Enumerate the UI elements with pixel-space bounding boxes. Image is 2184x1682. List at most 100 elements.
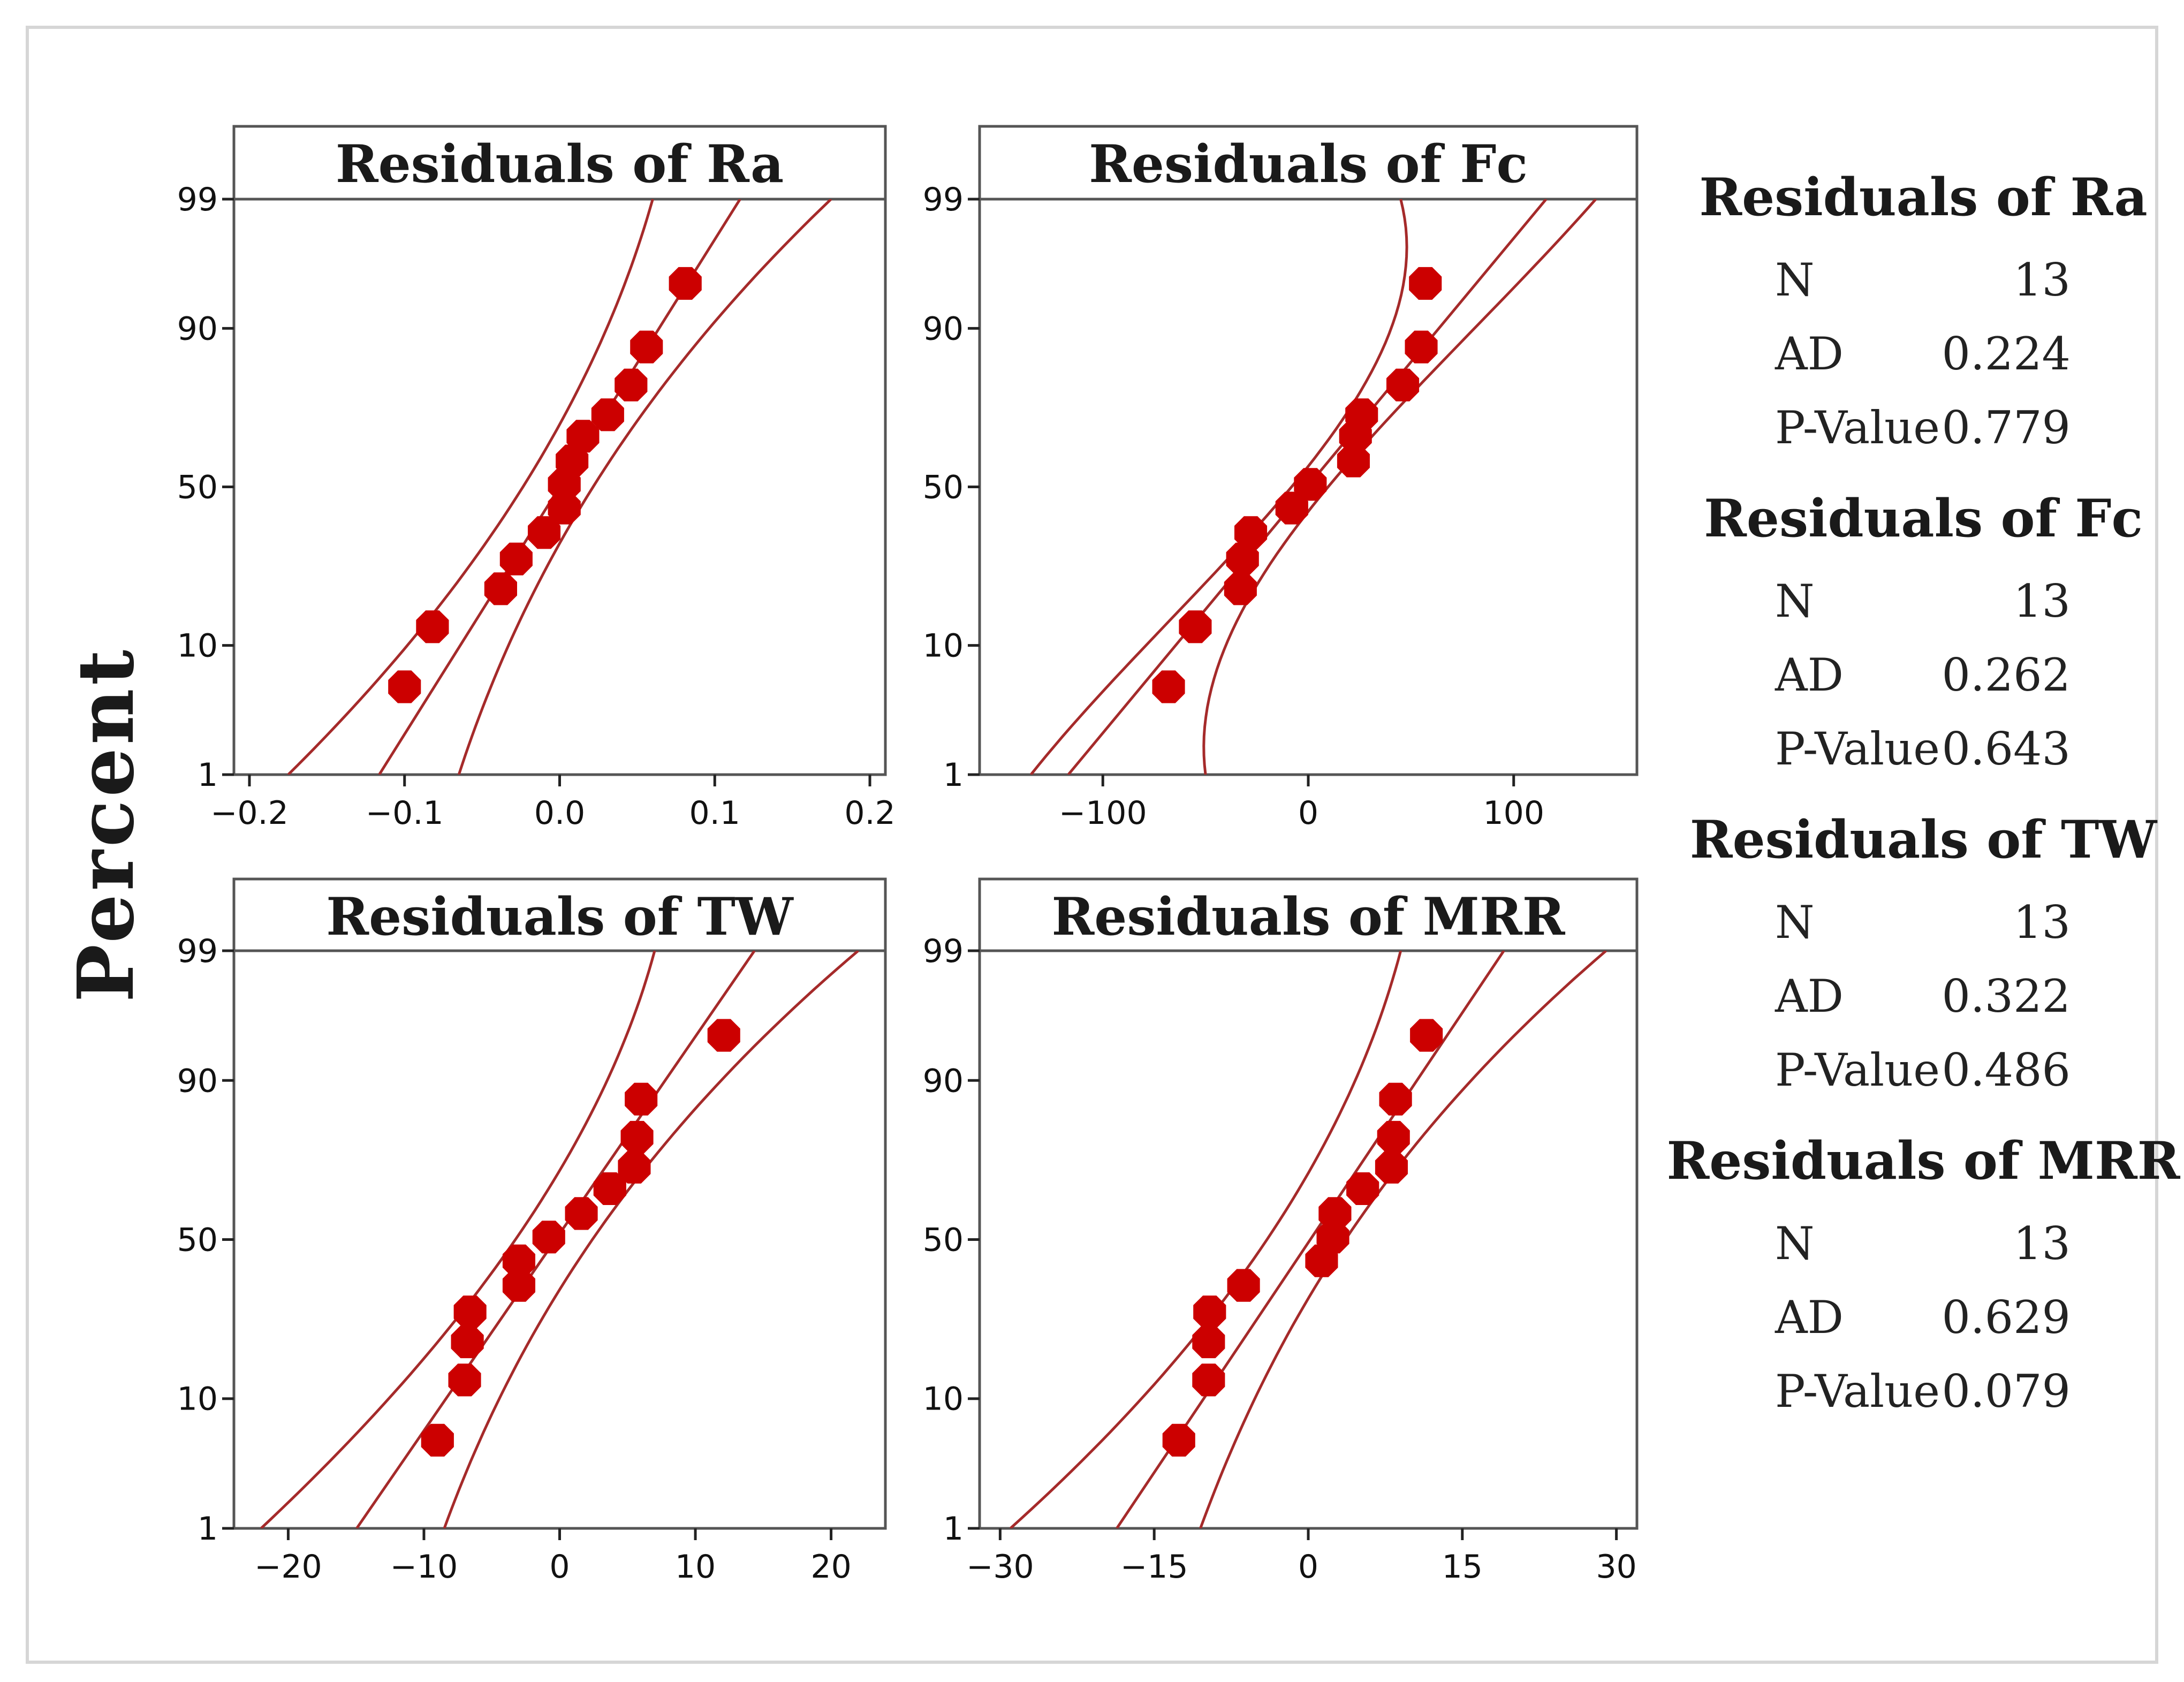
data-point [1410, 1019, 1443, 1052]
x-tick-label: −0.1 [366, 794, 444, 832]
data-point [1379, 1082, 1412, 1116]
panel-title: Residuals of TW [326, 887, 794, 947]
plot-frame [978, 125, 1639, 776]
y-tick-label: 1 [943, 1510, 964, 1548]
y-tick-label: 10 [177, 627, 218, 665]
ci-lower-band [260, 951, 656, 1528]
legend-stat-label: AD [1774, 1291, 1844, 1344]
legend-stat-value: 0.486 [1942, 1044, 2071, 1096]
data-point [1192, 1325, 1225, 1359]
legend-stat-value: 13 [2013, 575, 2071, 627]
legend-stat-label: N [1775, 896, 1815, 949]
legend-stat-label: P-Value [1775, 723, 1940, 775]
legend-stat-label: N [1775, 1217, 1815, 1270]
data-point [388, 670, 421, 703]
data-point [1405, 330, 1438, 363]
ci-lower-band [1009, 951, 1402, 1528]
data-point [1179, 610, 1212, 643]
x-tick-label: −0.2 [210, 794, 289, 832]
data-point [707, 1019, 740, 1052]
data-point [502, 1244, 535, 1277]
data-point [615, 368, 648, 401]
legend-stat-label: AD [1774, 970, 1844, 1022]
data-point [421, 1423, 454, 1457]
y-tick-label: 10 [923, 627, 964, 665]
panel-2: Residuals of Fc 1 10 50 90 99 −100 0 100 [923, 125, 1639, 832]
legend-stat-value: 13 [2013, 254, 2071, 306]
y-tick-label: 1 [943, 756, 964, 794]
legend-stat-label: AD [1774, 328, 1844, 380]
panel-4: Residuals of MRR 1 10 50 90 99 −30 −15 0 15 30 [923, 877, 1639, 1586]
legend-title: Residuals of Ra [1699, 167, 2147, 228]
x-tick-label: 0.0 [534, 794, 585, 832]
data-point [1226, 542, 1259, 575]
legend-title: Residuals of TW [1690, 809, 2158, 870]
data-point [1377, 1120, 1410, 1154]
x-tick-label: 30 [1596, 1548, 1636, 1586]
data-point [1345, 398, 1378, 431]
data-point [1162, 1423, 1195, 1457]
y-tick-label: 90 [177, 310, 218, 347]
x-tick-label: 0.1 [689, 794, 740, 832]
data-point [548, 491, 581, 525]
ci-upper-band [457, 199, 832, 775]
data-point [1224, 572, 1257, 605]
legend-stat-value: 13 [2013, 896, 2071, 949]
y-tick-label: 50 [923, 1222, 964, 1259]
data-point [630, 330, 663, 363]
y-tick-label: 99 [177, 181, 218, 218]
legend-stat-label: P-Value [1775, 401, 1940, 454]
ci-upper-band [443, 951, 859, 1528]
data-point [1337, 444, 1370, 478]
legend-stat-value: 0.779 [1942, 401, 2071, 454]
legend-stat-value: 0.224 [1942, 328, 2071, 380]
data-point [1318, 1197, 1352, 1230]
x-tick-label: 0 [549, 1548, 570, 1586]
data-point [453, 1295, 487, 1329]
data-point [1152, 670, 1185, 703]
y-tick-label: 1 [198, 756, 218, 794]
legend-stat-value: 0.629 [1942, 1291, 2071, 1344]
x-tick-label: −30 [966, 1548, 1034, 1586]
data-point [448, 1363, 481, 1397]
x-tick-label: 10 [675, 1548, 716, 1586]
data-point [669, 267, 702, 300]
y-tick-label: 10 [923, 1381, 964, 1418]
x-tick-label: −15 [1120, 1548, 1188, 1586]
x-tick-label: 100 [1483, 794, 1544, 832]
y-tick-label: 50 [177, 1222, 218, 1259]
legend-stat-label: P-Value [1775, 1044, 1940, 1096]
y-tick-label: 50 [923, 469, 964, 506]
data-point [566, 420, 600, 453]
legend-stat-label: AD [1774, 649, 1844, 701]
data-point [620, 1120, 654, 1154]
legend-stat-value: 0.079 [1942, 1365, 2071, 1418]
y-tick-label: 1 [198, 1510, 218, 1548]
data-point [1192, 1363, 1225, 1397]
x-tick-label: 15 [1442, 1548, 1483, 1586]
data-point [499, 542, 533, 575]
panel-title: Residuals of MRR [1051, 887, 1565, 947]
data-point [502, 1269, 535, 1302]
data-point [565, 1197, 598, 1230]
ci-lower-band [287, 199, 654, 775]
legend-title: Residuals of Fc [1704, 488, 2143, 549]
legend-stat-label: N [1775, 254, 1815, 306]
panel-title: Residuals of Fc [1089, 134, 1528, 194]
x-tick-label: 0.2 [844, 794, 895, 832]
ci-upper-band [1202, 199, 1597, 775]
y-tick-label: 10 [177, 1381, 218, 1418]
panel-1: Residuals of Ra 1 10 50 90 99 −0.2 −0.1 0.0 0.1 0.… [177, 125, 896, 832]
y-tick-label: 90 [923, 1062, 964, 1100]
x-tick-label: −10 [390, 1548, 458, 1586]
data-point [416, 610, 449, 643]
data-point [1234, 516, 1268, 549]
y-tick-label: 50 [177, 469, 218, 506]
data-point [591, 398, 624, 431]
x-tick-label: −100 [1059, 794, 1147, 832]
legend-title: Residuals of MRR [1666, 1131, 2180, 1191]
data-point [1375, 1150, 1408, 1184]
